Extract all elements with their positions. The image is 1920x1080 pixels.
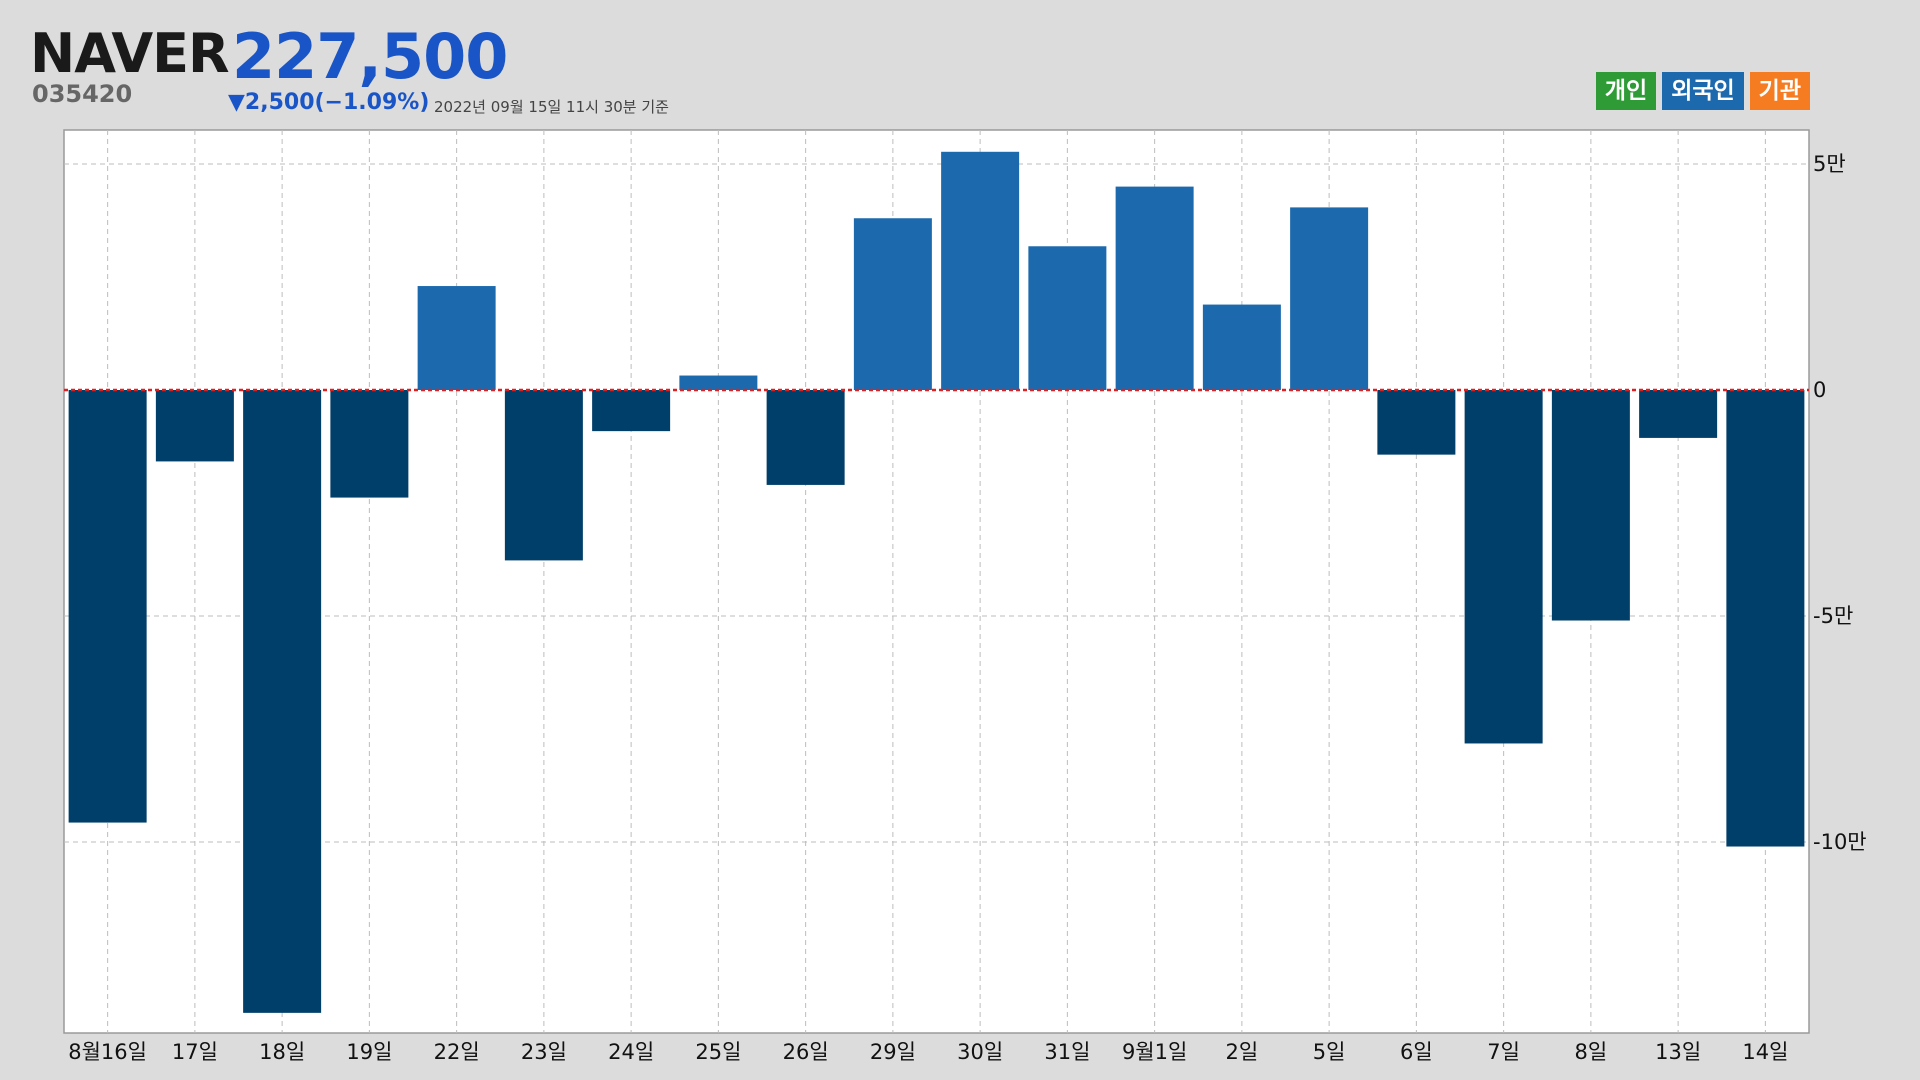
x-tick-label: 22일 [434,1040,480,1064]
legend-institution[interactable]: 기관 [1749,72,1810,110]
bar[interactable] [853,218,932,390]
x-tick-label: 9월1일 [1122,1040,1187,1064]
x-tick-label: 8월16일 [68,1040,147,1064]
legend-foreign[interactable]: 외국인 [1662,72,1744,110]
bar[interactable] [1377,390,1456,455]
bar[interactable] [1115,186,1194,390]
stock-code: 035420 [32,80,133,108]
bar[interactable] [68,390,147,823]
bar[interactable] [1639,390,1718,438]
bar[interactable] [1726,390,1805,847]
bar[interactable] [330,390,409,498]
legend-individual[interactable]: 개인 [1595,72,1657,110]
as-of-timestamp: 2022년 09월 15일 11시 30분 기준 [434,98,669,116]
bar[interactable] [1202,304,1281,390]
x-tick-label: 23일 [521,1040,567,1064]
x-tick-label: 2일 [1226,1040,1259,1064]
bar[interactable] [243,390,322,1013]
y-tick-label: -10만 [1813,830,1867,854]
stock-price: 227,500 [232,20,508,93]
x-tick-label: 17일 [172,1040,218,1064]
x-tick-label: 25일 [695,1040,741,1064]
x-tick-label: 31일 [1044,1040,1090,1064]
y-tick-label: 0 [1813,378,1826,402]
y-tick-label: -5만 [1813,604,1853,628]
x-tick-label: 18일 [259,1040,305,1064]
bar[interactable] [155,390,234,462]
bar[interactable] [417,286,496,390]
x-tick-label: 13일 [1655,1040,1701,1064]
x-tick-label: 24일 [608,1040,654,1064]
x-tick-label: 14일 [1742,1040,1788,1064]
bar[interactable] [679,375,758,390]
y-tick-label: 5만 [1813,152,1846,176]
x-tick-label: 19일 [346,1040,392,1064]
x-tick-label: 30일 [957,1040,1003,1064]
bar[interactable] [592,390,671,432]
x-tick-label: 7일 [1487,1040,1520,1064]
x-tick-label: 5일 [1313,1040,1346,1064]
bar[interactable] [504,390,583,561]
bar[interactable] [1551,390,1630,621]
x-tick-label: 26일 [783,1040,829,1064]
header: NAVER 035420 227,500 ▼2,500(−1.09%) 2022… [0,0,1920,130]
x-tick-label: 6일 [1400,1040,1433,1064]
stock-name: NAVER [30,22,230,85]
bar[interactable] [1464,390,1543,744]
bar[interactable] [766,390,845,485]
bar[interactable] [1290,207,1369,390]
x-tick-label: 29일 [870,1040,916,1064]
bar[interactable] [941,151,1020,390]
bar[interactable] [1028,246,1107,390]
x-tick-label: 8일 [1575,1040,1608,1064]
plot-area [63,129,1810,1034]
price-change: ▼2,500(−1.09%) [228,90,430,115]
legend: 개인 외국인 기관 [1595,72,1810,110]
